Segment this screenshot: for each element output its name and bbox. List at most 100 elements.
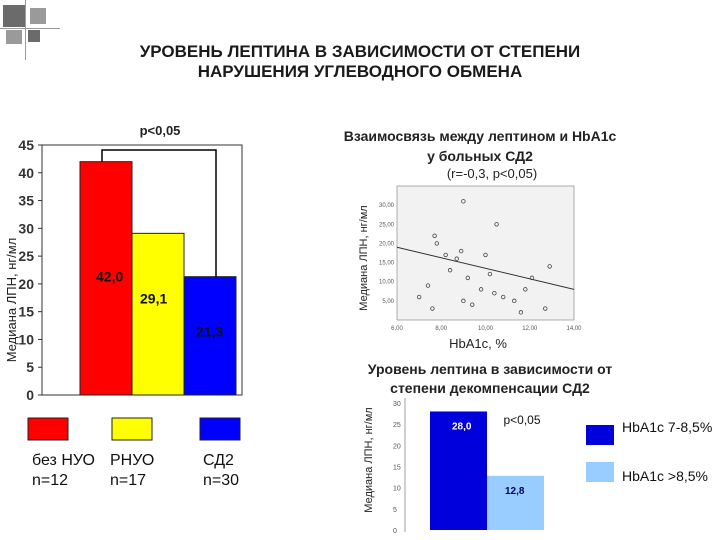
slide-title: УРОВЕНЬ ЛЕПТИНА В ЗАВИСИМОСТИ ОТ СТЕПЕНИ… bbox=[40, 42, 680, 82]
deco-square bbox=[28, 30, 40, 42]
slide-title-line1: УРОВЕНЬ ЛЕПТИНА В ЗАВИСИМОСТИ ОТ СТЕПЕНИ bbox=[139, 42, 581, 61]
chart1-significance-bracket bbox=[101, 149, 217, 277]
deco-horizontal-line bbox=[0, 28, 60, 29]
deco-square bbox=[30, 8, 46, 24]
chart2-point bbox=[434, 241, 440, 246]
chart2-point bbox=[447, 268, 453, 273]
chart2-title-line1: Взаимосвязь между лептином и HbA1c bbox=[344, 128, 617, 144]
chart1-y-tick-label: 15 bbox=[18, 304, 34, 320]
chart2-x-tick-label: 8,00 bbox=[435, 326, 447, 332]
chart3-bar-1 bbox=[430, 411, 487, 530]
chart3-legend-swatch-2 bbox=[586, 462, 614, 482]
chart1-y-tick-label: 5 bbox=[26, 359, 34, 375]
chart1-legend-swatch-3 bbox=[199, 417, 241, 441]
chart3-bar-2 bbox=[487, 475, 544, 530]
chart2-x-tick-label: 14,00 bbox=[566, 326, 582, 332]
chart3-title-line1: Уровень лептина в зависимости от bbox=[368, 361, 613, 377]
chart2-point bbox=[543, 306, 548, 311]
chart2-point bbox=[461, 298, 466, 304]
chart1-bar-1 bbox=[79, 161, 133, 396]
chart2-y-tick-label: 20,00 bbox=[379, 241, 395, 247]
chart1-y-tick-label: 0 bbox=[26, 387, 34, 403]
chart3-bars: 28,0 12,8 bbox=[430, 411, 544, 530]
chart3-data-label-2: 12,8 bbox=[505, 486, 525, 497]
chart1-data-label-3: 21,3 bbox=[196, 324, 223, 340]
chart1-legend-swatch-1 bbox=[27, 417, 69, 441]
chart3-legend-label-1: HbA1c 7-8,5% bbox=[622, 419, 712, 435]
chart2-points bbox=[416, 199, 552, 315]
chart1-significance-label: р<0,05 bbox=[140, 123, 181, 138]
chart3-y-tick-label: 10 bbox=[393, 486, 401, 493]
chart1-bar-3 bbox=[183, 276, 237, 396]
chart3-y-ticks: 0 5 10 15 20 25 30 bbox=[393, 401, 401, 535]
chart1-legend-label-2: РНУО bbox=[110, 452, 154, 469]
deco-vertical-line bbox=[25, 0, 26, 60]
chart2-point bbox=[443, 252, 448, 258]
chart1-y-tick-label: 10 bbox=[18, 331, 34, 347]
chart1-data-label-1: 42,0 bbox=[96, 269, 123, 285]
chart2-point bbox=[465, 275, 470, 281]
chart2-point bbox=[512, 298, 517, 304]
chart1-legend-label-3: СД2 bbox=[203, 452, 234, 469]
chart1-y-tick-label: 30 bbox=[18, 220, 34, 236]
chart1-y-axis-label: Медиана ЛПН, нг/мл bbox=[4, 238, 19, 363]
chart2-ticks: 6,00 8,00 10,00 12,00 14,00 5,00 10,00 15,00 20,… bbox=[379, 203, 582, 332]
chart2-point bbox=[478, 287, 484, 292]
chart3-y-tick-label: 20 bbox=[393, 443, 401, 450]
chart3-legend-swatch-1 bbox=[586, 425, 614, 445]
chart2-title-line2: у больных СД2 bbox=[427, 148, 533, 164]
chart2: Взаимосвязь между лептином и HbA1c у бол… bbox=[344, 128, 617, 351]
chart3-significance-label: р<0,05 bbox=[503, 413, 540, 427]
chart2-y-tick-label: 30,00 bbox=[379, 203, 395, 209]
chart1-y-tick-label: 35 bbox=[18, 193, 34, 209]
chart2-point bbox=[529, 275, 535, 281]
chart3-y-tick-label: 15 bbox=[393, 465, 401, 472]
chart2-point bbox=[416, 294, 422, 300]
chart3-y-tick-label: 30 bbox=[393, 401, 401, 408]
chart1-legend-n-1: n=12 bbox=[32, 472, 68, 489]
chart2-point bbox=[492, 291, 497, 296]
chart3: Уровень лептина в зависимости от степени… bbox=[363, 361, 712, 535]
chart2-y-tick-label: 10,00 bbox=[379, 280, 395, 286]
chart2-point bbox=[483, 252, 488, 258]
deco-square bbox=[6, 30, 22, 44]
chart3-y-tick-label: 5 bbox=[393, 507, 397, 514]
chart2-trend-line bbox=[396, 246, 575, 290]
chart2-point bbox=[430, 306, 435, 311]
deco-square bbox=[3, 5, 25, 27]
chart3-y-tick-label: 0 bbox=[393, 528, 397, 535]
chart1-y-tick-label: 20 bbox=[18, 276, 34, 292]
chart2-subtitle: (r=-0,3, p<0,05) bbox=[447, 166, 537, 181]
chart2-point bbox=[454, 256, 459, 261]
chart1-legend-n-2: n=17 bbox=[110, 472, 146, 489]
chart2-point bbox=[547, 264, 552, 269]
chart2-point bbox=[501, 294, 506, 300]
slide-title-line2: НАРУШЕНИЯ УГЛЕВОДНОГО ОБМЕНА bbox=[197, 62, 523, 81]
chart2-y-tick-label: 15,00 bbox=[379, 261, 395, 267]
chart2-x-axis-label: HbA1c, % bbox=[449, 336, 507, 351]
chart2-point bbox=[432, 233, 437, 238]
chart1-y-tick-label: 45 bbox=[18, 137, 34, 153]
chart2-point bbox=[494, 222, 499, 227]
chart2-point bbox=[458, 248, 464, 254]
chart2-x-tick-label: 12,00 bbox=[522, 326, 538, 332]
chart1-legend-label-1: без НУО bbox=[32, 452, 95, 469]
chart2-x-tick-label: 6,00 bbox=[391, 326, 403, 332]
chart2-y-tick-label: 5,00 bbox=[382, 299, 394, 305]
chart1-y-tick-label: 25 bbox=[18, 248, 34, 264]
chart1-legend-swatch-2 bbox=[111, 417, 153, 441]
chart1-legend-n-3: n=30 bbox=[203, 472, 239, 489]
chart2-x-tick-label: 10,00 bbox=[478, 326, 494, 332]
chart3-legend-label-2: HbA1c >8,5% bbox=[622, 468, 708, 484]
chart2-y-tick-label: 25,00 bbox=[379, 222, 395, 228]
chart2-point bbox=[425, 283, 431, 288]
chart2-point bbox=[523, 287, 528, 292]
chart2-point bbox=[470, 302, 475, 307]
chart1-bars: 42,0 29,1 21,3 bbox=[79, 161, 237, 396]
chart3-y-axis-label: Медиана ЛПН, нг/мл bbox=[363, 407, 375, 512]
chart2-point bbox=[487, 271, 493, 277]
chart1: 0 5 10 15 20 25 30 35 40 45 42,0 29,1 21,3 р<0,05 М… bbox=[4, 123, 243, 489]
chart2-point bbox=[518, 310, 524, 315]
chart1-y-ticks: 0 5 10 15 20 25 30 35 40 45 bbox=[18, 137, 42, 403]
